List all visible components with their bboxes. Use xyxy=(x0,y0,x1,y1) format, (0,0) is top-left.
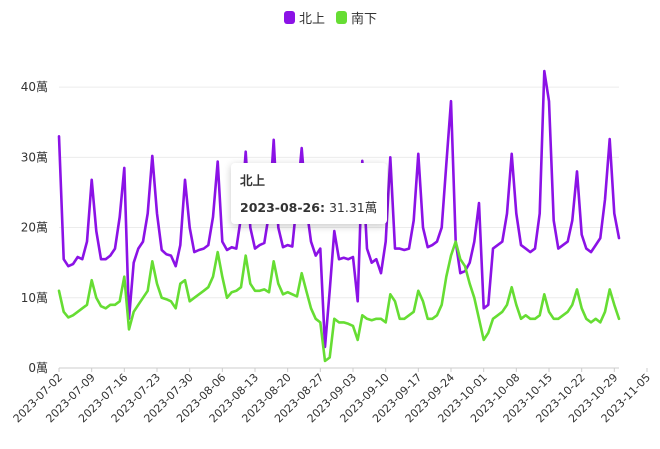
tooltip: 北上 2023-08-26: 31.31萬 xyxy=(231,163,388,224)
tooltip-value: 31.31萬 xyxy=(328,200,378,215)
y-tick-label: 20萬 xyxy=(21,221,48,235)
legend-swatch xyxy=(336,11,347,24)
series-line-northbound[interactable] xyxy=(57,69,621,349)
legend-item-northbound[interactable]: 北上 xyxy=(284,11,325,27)
legend-swatch xyxy=(284,11,295,24)
tooltip-date: 2023-08-26: xyxy=(240,200,325,215)
legend-label: 南下 xyxy=(351,11,377,27)
series-line-southbound[interactable] xyxy=(57,240,621,363)
y-tick-label: 40萬 xyxy=(21,80,48,94)
legend-item-southbound[interactable]: 南下 xyxy=(336,11,377,27)
legend-label: 北上 xyxy=(299,12,325,27)
gridlines xyxy=(59,86,619,369)
tooltip-title: 北上 xyxy=(240,173,266,188)
y-tick-label: 30萬 xyxy=(21,150,48,164)
series-lines xyxy=(57,69,621,363)
legend[interactable]: 北上 南下 xyxy=(284,11,377,27)
y-tick-label: 10萬 xyxy=(21,291,48,305)
y-tick-label: 0萬 xyxy=(28,361,48,375)
tooltip-row: 2023-08-26: 31.31萬 xyxy=(240,197,377,216)
